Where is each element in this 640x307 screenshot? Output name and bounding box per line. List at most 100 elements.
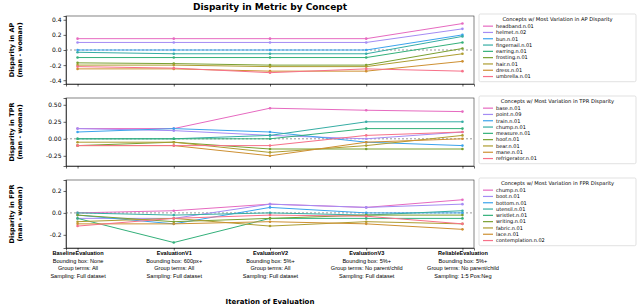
plot-area xyxy=(66,198,474,243)
series-point xyxy=(172,209,175,212)
legend-swatch xyxy=(483,133,493,134)
plot-frame xyxy=(66,98,474,166)
series-point xyxy=(172,144,175,147)
legend-swatch xyxy=(483,196,493,197)
series-point xyxy=(172,217,175,220)
legend-label: contemplation.n.02 xyxy=(496,237,545,244)
legend-swatch xyxy=(483,208,493,209)
series-point xyxy=(269,52,272,55)
series-line xyxy=(78,215,463,226)
y-tick-label: -0.2 xyxy=(50,231,62,238)
x-tick-mark xyxy=(270,84,271,87)
y-tick-mark xyxy=(64,80,67,81)
y-tick: -0.25 xyxy=(46,152,66,159)
series-point xyxy=(172,138,175,141)
y-tick: 0.0 xyxy=(52,209,66,216)
x-axis-line xyxy=(67,85,475,87)
series-point xyxy=(76,51,79,54)
series-point xyxy=(461,121,464,124)
series-point xyxy=(172,127,175,130)
series-line xyxy=(78,132,463,146)
x-tick-label-line: Group terms: No parent/child xyxy=(427,265,499,271)
legend-swatch xyxy=(483,221,493,222)
series-point xyxy=(461,214,464,217)
x-tick-label-line: Sampling: Full dataset xyxy=(339,273,395,279)
legend-label: bun.n.01 xyxy=(496,36,518,42)
legend-label: umbrella.n.01 xyxy=(496,73,531,79)
series-point xyxy=(76,41,79,44)
series-point xyxy=(461,138,464,141)
x-tick xyxy=(270,84,271,87)
series-point xyxy=(461,35,464,38)
series-point xyxy=(461,131,464,134)
series-point xyxy=(76,138,79,141)
series-point xyxy=(172,64,175,67)
legend-swatch xyxy=(483,38,493,39)
x-tick-label-line: Sampling: Full dataset xyxy=(50,273,106,279)
series-point xyxy=(76,138,79,141)
x-tick-mark xyxy=(78,84,79,87)
x-tick-label-line: Group terms: No parent/child xyxy=(331,265,403,271)
series-point xyxy=(461,52,464,55)
series-point xyxy=(76,37,79,40)
legend-label: refrigerator.n.01 xyxy=(496,155,537,162)
series-point xyxy=(76,217,79,220)
series-point xyxy=(365,141,368,144)
y-axis-title: Disparity in TPR(man - woman) xyxy=(8,103,24,162)
legend-swatch xyxy=(483,120,493,121)
x-tick: EvaluationV1Bounding box: 600px+Group te… xyxy=(146,248,202,279)
x-axis xyxy=(67,166,475,169)
y-tick: -0.4 xyxy=(50,77,66,84)
series-point xyxy=(365,148,368,151)
series-point xyxy=(365,68,368,71)
y-tick-mark xyxy=(64,122,67,123)
x-tick-label-line: EvaluationV3 xyxy=(349,250,384,256)
series-point xyxy=(365,49,368,52)
series-point xyxy=(461,134,464,137)
x-tick-mark xyxy=(174,166,175,169)
series-point xyxy=(269,155,272,158)
legend-swatch xyxy=(483,51,493,52)
series-point xyxy=(269,220,272,223)
x-tick-mark xyxy=(78,166,79,169)
y-tick: 0.50 xyxy=(48,101,66,108)
series-point xyxy=(269,107,272,110)
legend-swatch xyxy=(483,227,493,228)
x-tick-label-line: Sampling: Full dataset xyxy=(147,273,203,279)
series-point xyxy=(461,148,464,151)
plot-frame xyxy=(66,180,474,248)
legend-swatch xyxy=(483,26,493,27)
x-tick-mark xyxy=(270,166,271,169)
x-tick xyxy=(174,166,175,169)
series-point xyxy=(365,144,368,147)
series-point xyxy=(461,70,464,73)
x-tick-label-line: Bounding box: 5%+ xyxy=(246,258,295,264)
x-tick-label-line: Group terms: All xyxy=(250,265,290,271)
x-tick-label: BaselineEvaluationBounding box: NoneGrou… xyxy=(50,250,106,279)
series-point xyxy=(76,141,79,144)
legend-title: Concepts w/ Most Variation in AP Dispari… xyxy=(502,16,612,23)
legend-swatch xyxy=(483,32,493,33)
series-point xyxy=(76,217,79,220)
y-tick: 0.2 xyxy=(52,187,66,194)
y-tick-mark xyxy=(64,156,67,157)
y-tick: 0.00 xyxy=(48,135,66,142)
series-point xyxy=(269,151,272,154)
chart-title: Disparity in Metric by Concept xyxy=(193,2,348,12)
series-point xyxy=(172,49,175,52)
x-tick-label-line: Group terms: All xyxy=(154,265,194,271)
legend-swatch xyxy=(483,114,493,115)
x-tick-label-line: Group terms: All xyxy=(58,265,98,271)
series-point xyxy=(76,144,79,147)
series-point xyxy=(76,131,79,134)
x-axis-line xyxy=(67,167,475,169)
x-tick-label-line: Sampling: Full dataset xyxy=(243,273,299,279)
y-axis-title-line: (man - woman) xyxy=(16,186,24,241)
series-point xyxy=(172,223,175,226)
legend-swatch xyxy=(483,215,493,216)
series-point xyxy=(461,110,464,113)
series-point xyxy=(365,134,368,137)
series-point xyxy=(76,62,79,65)
chart: Disparity in Metric by Concept -0.4 -0.2 0.… xyxy=(0,0,640,307)
y-tick-label: -0.4 xyxy=(50,77,62,84)
